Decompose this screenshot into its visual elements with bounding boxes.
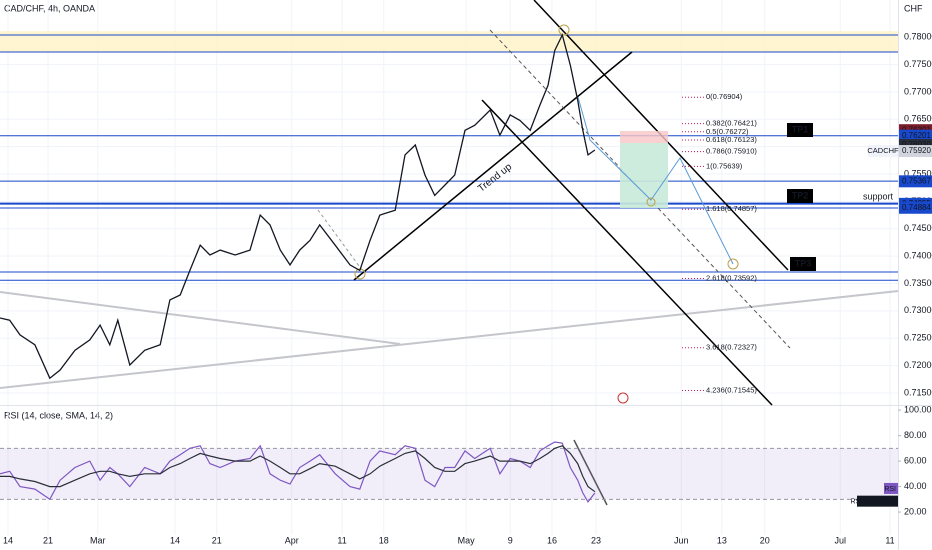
currency-label: CHF xyxy=(904,3,923,13)
fib-label: 0.618(0.76123) xyxy=(706,135,757,144)
x-tick-label: 13 xyxy=(717,535,727,545)
y-tick-label: 40.00 xyxy=(904,481,927,491)
x-tick-label: 21 xyxy=(43,535,53,545)
fib-label: 0.5(0.76272) xyxy=(706,127,749,136)
x-tick-label: 16 xyxy=(547,535,557,545)
symbol-tag xyxy=(868,145,898,158)
target-label: TP1 xyxy=(792,124,809,134)
x-tick-label: 21 xyxy=(212,535,222,545)
trend-label: Trend up xyxy=(476,161,514,194)
symbol-label: CADCHF xyxy=(867,146,899,155)
x-tick-label: May xyxy=(458,535,476,545)
rsi-trend-line xyxy=(573,439,608,506)
target-box xyxy=(787,189,813,203)
target-box xyxy=(790,257,816,271)
drawings xyxy=(0,0,899,506)
target-label: TP2 xyxy=(792,190,809,200)
x-tick-label: 14 xyxy=(3,535,13,545)
x-tick-label: 14 xyxy=(170,535,180,545)
flag-line xyxy=(317,209,363,271)
fib-label: 0.786(0.75910) xyxy=(706,147,757,156)
y-tick-label: 20.00 xyxy=(904,506,927,516)
rsi-band xyxy=(0,448,898,500)
series-line xyxy=(0,445,596,493)
legend-label: RSI-based MA xyxy=(850,499,896,506)
price-tag-label: 0.76030 xyxy=(902,140,931,149)
channel-line xyxy=(481,99,773,406)
price-tag xyxy=(899,175,932,188)
resistance-zone xyxy=(0,31,898,52)
pivot-marker xyxy=(558,24,570,36)
price-tag xyxy=(899,129,932,142)
y-tick-label: 100.00 xyxy=(904,404,932,414)
fib-label: 0(0.76904) xyxy=(706,92,743,101)
target-zone xyxy=(620,143,668,208)
fib-label: 3.618(0.72327) xyxy=(706,343,757,352)
pivot-marker xyxy=(727,258,739,270)
price-tag xyxy=(899,145,932,158)
x-tick-label: 20 xyxy=(760,535,770,545)
price-tag-label: 0.76201 xyxy=(902,131,931,140)
y-tick-label: 80.00 xyxy=(904,430,927,440)
x-tick-label: 18 xyxy=(379,535,389,545)
trend-line xyxy=(353,51,633,281)
price-tag xyxy=(899,201,932,214)
x-tick-label: 11 xyxy=(337,535,346,545)
triangle-line xyxy=(0,290,899,389)
x-tick-label: 23 xyxy=(591,535,601,545)
legend-label: RSI xyxy=(884,486,896,493)
x-tick-label: Jul xyxy=(834,535,846,545)
x-tick-label: Jun xyxy=(674,535,689,545)
price-tag-label: 0.75920 xyxy=(902,146,931,155)
legend-tag xyxy=(884,482,898,494)
pivot-marker xyxy=(646,197,656,207)
legend-tag xyxy=(857,495,898,507)
target-box xyxy=(787,123,813,137)
price-line xyxy=(0,33,596,380)
target-label: TP3 xyxy=(795,258,812,268)
series-line xyxy=(0,441,596,503)
projection-path xyxy=(577,96,734,265)
support-label: support xyxy=(863,191,894,201)
x-tick-label: Apr xyxy=(285,535,299,545)
fib-label: 0.382(0.76421) xyxy=(706,119,757,128)
chart-title: CAD/CHF, 4h, OANDA xyxy=(4,3,95,13)
fib-label: 1.618(0.74857) xyxy=(706,204,757,213)
triangle-line xyxy=(0,291,401,345)
y-tick-label: 60.00 xyxy=(904,455,927,465)
x-tick-label: 9 xyxy=(508,535,513,545)
stop-zone xyxy=(620,131,668,143)
price-tag-label: 0.74884 xyxy=(902,203,931,212)
x-tick-label: Mar xyxy=(90,535,106,545)
fib-label: 2.618(0.73592) xyxy=(706,273,757,282)
indicator-title: RSI (14, close, SMA, 14, 2) xyxy=(4,410,113,420)
fib-label: 4.236(0.71545) xyxy=(706,385,757,394)
event-marker xyxy=(617,392,629,404)
x-tick-label: 11 xyxy=(885,535,894,545)
fib-label: 1(0.75639) xyxy=(706,161,743,170)
price-tag-label: 0.75367 xyxy=(902,176,931,185)
